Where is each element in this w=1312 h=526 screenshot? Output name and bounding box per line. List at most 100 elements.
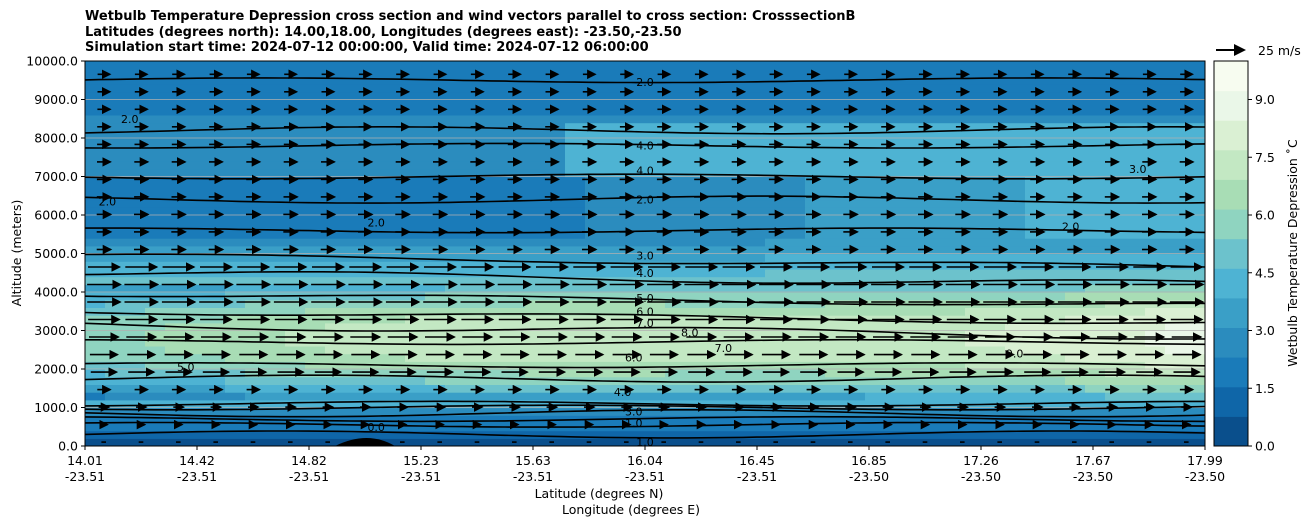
field-cell — [845, 345, 866, 355]
field-cell — [125, 207, 146, 216]
field-cell — [565, 361, 586, 370]
field-cell — [425, 145, 446, 154]
field-cell — [1185, 284, 1205, 293]
field-cell — [965, 68, 986, 77]
field-cell — [365, 130, 386, 139]
field-cell — [225, 361, 246, 370]
field-cell — [945, 153, 966, 162]
field-cell — [265, 76, 286, 85]
field-cell — [165, 91, 186, 101]
field-cell — [1005, 168, 1026, 178]
field-cell — [645, 292, 666, 301]
colorbar-frame — [1213, 60, 1249, 447]
field-cell — [605, 253, 626, 262]
field-cell — [305, 430, 326, 439]
field-cell — [745, 399, 766, 409]
field-cell — [325, 299, 346, 308]
field-cell — [945, 422, 966, 432]
field-cell — [325, 430, 346, 439]
field-cell — [805, 99, 826, 108]
field-cell — [525, 76, 546, 85]
field-cell — [865, 330, 886, 339]
field-cell — [425, 253, 446, 262]
field-cell — [385, 230, 406, 239]
field-cell — [345, 276, 366, 285]
field-cell — [1045, 438, 1066, 446]
field-cell — [545, 369, 566, 378]
field-cell — [685, 215, 706, 224]
field-cell — [565, 299, 586, 308]
field-cell — [405, 191, 426, 201]
field-cell — [1005, 238, 1026, 247]
field-cell — [925, 168, 946, 178]
field-cell — [505, 91, 526, 101]
field-cell — [905, 130, 926, 139]
field-cell — [845, 392, 866, 401]
field-cell — [305, 361, 326, 370]
field-cell — [745, 338, 766, 347]
field-cell — [985, 199, 1006, 208]
field-cell — [985, 84, 1006, 93]
field-cell — [1085, 145, 1106, 154]
field-cell — [725, 68, 746, 77]
field-cell — [385, 130, 406, 139]
field-cell — [965, 138, 986, 147]
field-cell — [1005, 284, 1026, 293]
field-cell — [725, 330, 746, 339]
field-cell — [805, 353, 826, 362]
field-cell — [825, 68, 846, 77]
field-cell — [925, 145, 946, 154]
field-cell — [905, 61, 926, 70]
field-cell — [145, 84, 166, 93]
field-cell — [285, 384, 306, 393]
field-cell — [645, 299, 666, 308]
field-cell — [665, 145, 686, 154]
field-cell — [745, 353, 766, 362]
field-cell — [625, 114, 646, 124]
field-cell — [525, 238, 546, 247]
field-cell — [645, 345, 666, 355]
field-cell — [645, 114, 666, 124]
field-cell — [1185, 153, 1205, 162]
field-cell — [465, 207, 486, 216]
field-cell — [1185, 238, 1205, 247]
field-cell — [665, 369, 686, 378]
field-cell — [625, 430, 646, 439]
field-cell — [985, 68, 1006, 77]
field-cell — [645, 307, 666, 316]
field-cell — [585, 361, 606, 370]
field-cell — [165, 338, 186, 347]
field-cell — [325, 91, 346, 101]
field-cell — [185, 168, 206, 178]
wind-vectors-layer — [87, 69, 1205, 443]
field-cell — [705, 245, 726, 255]
field-cell — [805, 384, 826, 393]
field-cell — [205, 91, 226, 101]
field-cell — [805, 284, 826, 293]
field-cell — [525, 245, 546, 255]
field-cell — [1005, 84, 1026, 93]
field-cell — [705, 184, 726, 193]
field-cell — [125, 338, 146, 347]
field-cell — [865, 322, 886, 332]
field-cell — [345, 230, 366, 239]
field-cell — [545, 253, 566, 262]
field-cell — [105, 191, 126, 201]
field-cell — [185, 415, 206, 424]
field-cell — [185, 84, 206, 93]
field-cell — [505, 369, 526, 378]
colorbar-tick-label: 0.0 — [1255, 439, 1275, 454]
field-cell — [1045, 207, 1066, 216]
field-cell — [525, 338, 546, 347]
contour-line — [85, 404, 1205, 411]
field-cell — [525, 99, 546, 108]
field-cell — [85, 168, 106, 178]
field-cell — [325, 238, 346, 247]
field-cell — [665, 215, 686, 224]
field-cell — [125, 369, 146, 378]
field-cell — [705, 130, 726, 139]
field-cell — [205, 322, 226, 332]
field-cell — [1145, 376, 1166, 385]
field-cell — [1105, 376, 1126, 385]
field-cell — [1025, 61, 1046, 70]
